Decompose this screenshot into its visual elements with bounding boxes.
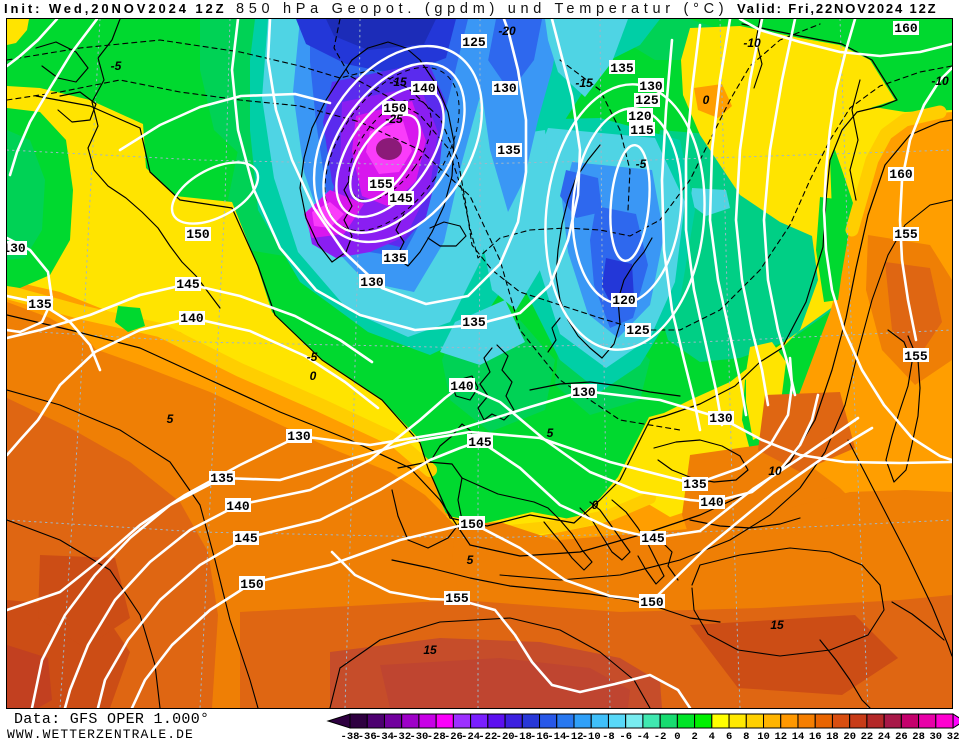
svg-text:-12: -12 xyxy=(565,731,584,741)
svg-text:-4: -4 xyxy=(637,731,650,741)
svg-text:145: 145 xyxy=(234,531,258,546)
svg-text:145: 145 xyxy=(176,277,200,292)
svg-text:-5: -5 xyxy=(636,157,647,171)
svg-text:-5: -5 xyxy=(307,350,318,364)
svg-text:5: 5 xyxy=(167,412,174,426)
svg-text:145: 145 xyxy=(468,435,492,450)
svg-text:125: 125 xyxy=(626,323,650,338)
svg-text:-20: -20 xyxy=(498,24,516,38)
svg-text:0: 0 xyxy=(310,369,317,383)
svg-text:15: 15 xyxy=(423,643,437,657)
svg-text:-15: -15 xyxy=(389,75,407,89)
svg-text:145: 145 xyxy=(641,531,665,546)
svg-text:130: 130 xyxy=(360,275,384,290)
svg-text:130: 130 xyxy=(287,429,311,444)
svg-text:5: 5 xyxy=(547,426,554,440)
svg-text:-15: -15 xyxy=(575,76,593,90)
svg-text:125: 125 xyxy=(635,93,659,108)
svg-text:135: 135 xyxy=(28,297,52,312)
svg-text:14: 14 xyxy=(792,731,805,741)
svg-text:-36: -36 xyxy=(358,731,377,741)
svg-text:-2: -2 xyxy=(654,731,667,741)
svg-text:135: 135 xyxy=(383,251,407,266)
svg-text:-16: -16 xyxy=(530,731,549,741)
svg-text:150: 150 xyxy=(460,517,484,532)
svg-text:8: 8 xyxy=(743,731,749,741)
svg-text:0: 0 xyxy=(703,93,710,107)
svg-text:12: 12 xyxy=(774,731,787,741)
svg-text:135: 135 xyxy=(210,471,234,486)
svg-text:18: 18 xyxy=(826,731,839,741)
svg-text:120: 120 xyxy=(628,109,652,124)
svg-text:-6: -6 xyxy=(619,731,632,741)
svg-text:150: 150 xyxy=(383,101,407,116)
svg-text:135: 135 xyxy=(610,61,634,76)
svg-text:28: 28 xyxy=(912,731,925,741)
svg-text:5: 5 xyxy=(467,553,474,567)
svg-text:155: 155 xyxy=(445,591,469,606)
svg-text:-10: -10 xyxy=(582,731,601,741)
svg-text:-34: -34 xyxy=(375,731,394,741)
svg-text:160: 160 xyxy=(894,21,918,36)
svg-text:130: 130 xyxy=(572,385,596,400)
svg-text:-5: -5 xyxy=(111,59,122,73)
svg-text:-10: -10 xyxy=(931,74,949,88)
svg-text:135: 135 xyxy=(497,143,521,158)
svg-text:-30: -30 xyxy=(409,731,428,741)
svg-text:155: 155 xyxy=(369,177,393,192)
svg-text:-20: -20 xyxy=(496,731,515,741)
svg-text:140: 140 xyxy=(226,499,250,514)
svg-text:135: 135 xyxy=(683,477,707,492)
svg-text:-28: -28 xyxy=(427,731,446,741)
svg-text:-32: -32 xyxy=(392,731,411,741)
svg-text:120: 120 xyxy=(612,293,636,308)
svg-text:140: 140 xyxy=(412,81,436,96)
svg-text:15: 15 xyxy=(770,618,784,632)
svg-text:130: 130 xyxy=(493,81,517,96)
svg-text:130: 130 xyxy=(639,79,663,94)
svg-text:-24: -24 xyxy=(461,731,480,741)
svg-text:140: 140 xyxy=(700,495,724,510)
svg-text:26: 26 xyxy=(895,731,908,741)
svg-text:140: 140 xyxy=(180,311,204,326)
svg-text:-14: -14 xyxy=(547,731,566,741)
svg-text:10: 10 xyxy=(768,464,782,478)
svg-text:0: 0 xyxy=(674,731,680,741)
svg-text:-38: -38 xyxy=(341,731,360,741)
svg-text:-10: -10 xyxy=(743,36,761,50)
svg-text:32: 32 xyxy=(947,731,959,741)
svg-text:135: 135 xyxy=(462,315,486,330)
svg-text:150: 150 xyxy=(240,577,264,592)
svg-text:140: 140 xyxy=(450,379,474,394)
svg-text:6: 6 xyxy=(726,731,732,741)
svg-text:22: 22 xyxy=(861,731,874,741)
svg-text:10: 10 xyxy=(757,731,770,741)
svg-text:-8: -8 xyxy=(602,731,615,741)
svg-text:-22: -22 xyxy=(478,731,497,741)
svg-text:16: 16 xyxy=(809,731,822,741)
svg-text:115: 115 xyxy=(630,123,654,138)
svg-text:-26: -26 xyxy=(444,731,463,741)
svg-text:-25: -25 xyxy=(385,112,403,126)
svg-text:30: 30 xyxy=(929,731,942,741)
svg-text:130: 130 xyxy=(7,241,26,256)
svg-text:160: 160 xyxy=(889,167,913,182)
svg-text:155: 155 xyxy=(894,227,918,242)
svg-text:125: 125 xyxy=(462,35,486,50)
svg-text:130: 130 xyxy=(709,411,733,426)
svg-text:145: 145 xyxy=(389,191,413,206)
svg-text:24: 24 xyxy=(878,731,891,741)
svg-text:4: 4 xyxy=(709,731,715,741)
svg-text:150: 150 xyxy=(640,595,664,610)
svg-text:2: 2 xyxy=(691,731,697,741)
svg-text:155: 155 xyxy=(904,349,928,364)
svg-text:0: 0 xyxy=(592,498,599,512)
svg-text:150: 150 xyxy=(186,227,210,242)
svg-text:20: 20 xyxy=(843,731,856,741)
svg-text:-18: -18 xyxy=(513,731,532,741)
